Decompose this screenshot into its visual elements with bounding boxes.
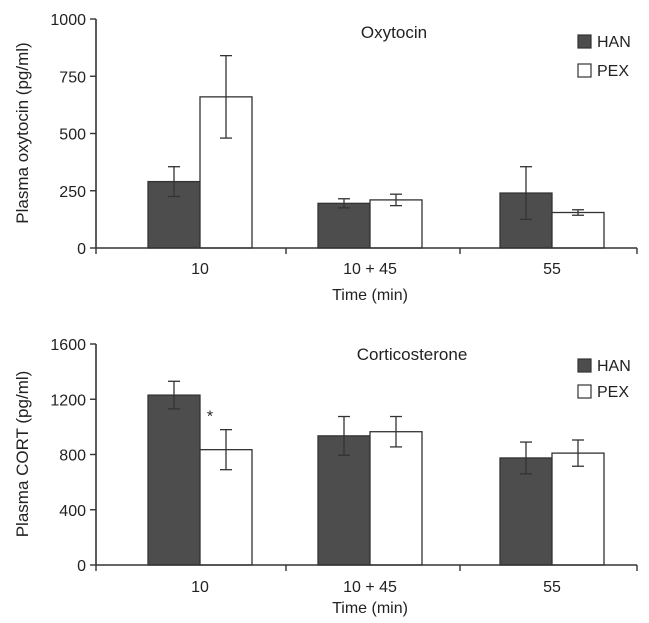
x-axis-label: Time (min) [332,287,408,304]
y-tick-label: 0 [77,558,86,575]
legend-swatch-pex [577,384,592,399]
legend-label-pex: PEX [597,63,629,80]
bar-han-1 [317,202,371,249]
y-tick-label: 1000 [50,12,86,29]
bar-pex-1 [369,199,423,249]
legend-label-han: HAN [597,358,631,375]
bar-han-0 [147,394,201,566]
x-tick-label: 10 + 45 [343,579,397,596]
x-tick-label: 10 + 45 [343,261,397,278]
legend-label-han: HAN [597,34,631,51]
y-tick-label: 250 [59,184,86,201]
bar-pex-1 [369,431,423,566]
bar-pex-2 [551,452,605,566]
y-tick-label: 1200 [50,392,86,409]
corticosterone-panel: Plasma CORT (pg/ml) Corticosterone * 0 400 80… [13,337,638,617]
y-tick-label: 500 [59,127,86,144]
y-tick-label: 750 [59,69,86,86]
x-axis-label: Time (min) [332,600,408,617]
bar-pex-2 [551,211,605,249]
legend-swatch-pex [577,63,592,78]
y-axis-label: Plasma CORT (pg/ml) [13,371,32,538]
chart-title: Corticosterone [357,345,468,364]
oxytocin-panel: Plasma oxytocin (pg/ml) Oxytocin 0 250 500 75… [13,12,638,304]
legend-swatch-han [577,358,592,373]
x-tick-label: 55 [543,579,561,596]
bar-han-1 [317,435,371,566]
significance-marker: * [207,409,213,426]
y-tick-label: 1600 [50,337,86,354]
legend-swatch-han [577,34,592,49]
legend-label-pex: PEX [597,384,629,401]
y-tick-label: 400 [59,503,86,520]
x-tick-label: 55 [543,261,561,278]
chart-title: Oxytocin [361,23,427,42]
y-axis-label: Plasma oxytocin (pg/ml) [13,42,32,223]
y-tick-label: 800 [59,448,86,465]
x-tick-label: 10 [191,261,209,278]
y-tick-label: 0 [77,241,86,258]
x-tick-label: 10 [191,579,209,596]
